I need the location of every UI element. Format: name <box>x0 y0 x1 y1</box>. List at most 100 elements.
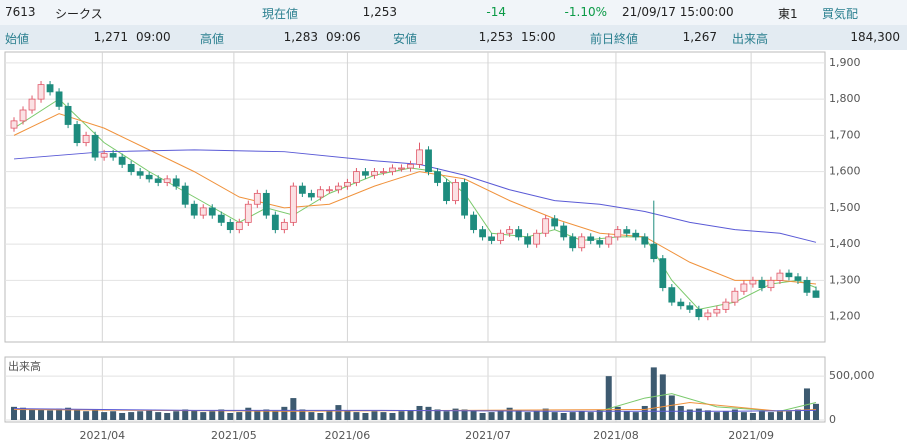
volume-bar <box>641 405 648 420</box>
candle-body <box>19 109 27 122</box>
volume-bar <box>290 398 297 420</box>
candle-body <box>533 232 541 245</box>
volume-bar <box>560 412 567 420</box>
candle-body <box>569 236 577 249</box>
candle-body <box>136 171 144 176</box>
volume-bar <box>587 412 594 420</box>
y-tick-label: 1,400 <box>829 237 861 250</box>
candle-body <box>91 134 99 158</box>
candle-body <box>668 287 676 303</box>
volume-bar <box>758 411 765 420</box>
candle-body <box>82 134 90 144</box>
y-tick-label: 0 <box>829 413 836 426</box>
label: 買気配 <box>822 7 859 21</box>
candle-body <box>461 182 468 216</box>
datetime: 21/09/17 15:00:00 <box>622 5 734 19</box>
volume-bar <box>398 411 405 420</box>
y-tick-label: 1,200 <box>829 310 861 323</box>
candle-body <box>389 167 396 173</box>
candle-body <box>172 178 180 187</box>
x-tick-label: 2021/06 <box>325 429 371 442</box>
price: 1,253 <box>362 5 397 19</box>
volume-bar <box>749 412 756 420</box>
candle-body <box>731 290 739 303</box>
candle-body <box>686 305 694 310</box>
candle-body <box>127 163 135 173</box>
volume-bar <box>443 411 450 420</box>
volume-bar <box>155 412 162 420</box>
volume-bar <box>29 408 36 420</box>
candle-body <box>758 279 766 289</box>
candle-body <box>154 178 162 183</box>
candle-body <box>632 232 640 238</box>
candle-body <box>280 221 288 231</box>
candle-body <box>262 192 270 216</box>
candle-body <box>46 84 54 93</box>
time: 09:06 <box>326 30 361 44</box>
label: 始値 <box>5 32 30 46</box>
volume-bar <box>236 412 243 420</box>
candle-body <box>578 236 586 249</box>
volume-bar <box>164 412 171 420</box>
moving-average <box>14 408 816 412</box>
volume-bar <box>65 407 72 420</box>
candle-body <box>506 229 514 234</box>
volume-bar <box>515 410 522 420</box>
volume-bar <box>488 412 495 420</box>
candle-body <box>740 283 748 292</box>
code: 7613 <box>5 5 36 19</box>
volume-bar <box>101 412 108 420</box>
candle-body <box>470 214 477 231</box>
volume-bar <box>569 412 576 420</box>
volume-bar <box>344 410 351 420</box>
volume-bar <box>722 411 729 420</box>
value: 1,267 <box>682 30 717 44</box>
volume-bar <box>20 407 27 420</box>
stats-row: 始値 1,271 09:00 高値 1,283 09:06 安値 1,253 1… <box>0 25 907 50</box>
volume-bar <box>182 409 189 420</box>
candle-body <box>398 167 405 170</box>
candle-body <box>659 258 667 289</box>
candle-body <box>713 308 721 314</box>
volume-bar <box>38 409 45 420</box>
volume-bar <box>389 412 396 420</box>
volume-bar <box>209 411 216 420</box>
volume-bar <box>227 412 234 420</box>
candle-body <box>190 203 198 216</box>
volume-bar <box>578 411 585 420</box>
candle-body <box>316 189 324 198</box>
volume-bar <box>83 411 90 420</box>
candle-body <box>325 189 333 192</box>
x-tick-label: 2021/09 <box>728 429 774 442</box>
candle-body <box>614 229 622 238</box>
candle-body <box>307 192 315 198</box>
volume-bar <box>479 412 486 420</box>
candle-body <box>416 149 423 165</box>
candle-body <box>497 232 505 241</box>
volume-bar <box>326 411 333 420</box>
label: 出来高 <box>732 32 769 46</box>
moving-average <box>13 113 817 285</box>
volume-bar <box>605 376 612 420</box>
volume-bar <box>74 409 81 420</box>
volume-bar <box>110 411 117 420</box>
candle-body <box>244 203 252 223</box>
candle-body <box>479 229 486 238</box>
volume-bar <box>137 411 144 420</box>
volume-bar <box>632 412 639 420</box>
label: 前日終値 <box>590 32 639 46</box>
volume-bar <box>650 367 657 420</box>
candle-body <box>650 243 658 260</box>
y-tick-label: 1,800 <box>829 92 861 105</box>
volume-bar <box>263 409 270 420</box>
candle-body <box>803 279 811 293</box>
volume-bar <box>596 409 603 420</box>
candle-body <box>118 156 126 165</box>
volume-bar <box>434 409 441 420</box>
volume-bar <box>677 405 684 420</box>
candle-body <box>434 171 441 183</box>
volume-bar <box>713 412 720 420</box>
volume-bar <box>740 412 747 420</box>
volume-bar <box>785 411 792 420</box>
